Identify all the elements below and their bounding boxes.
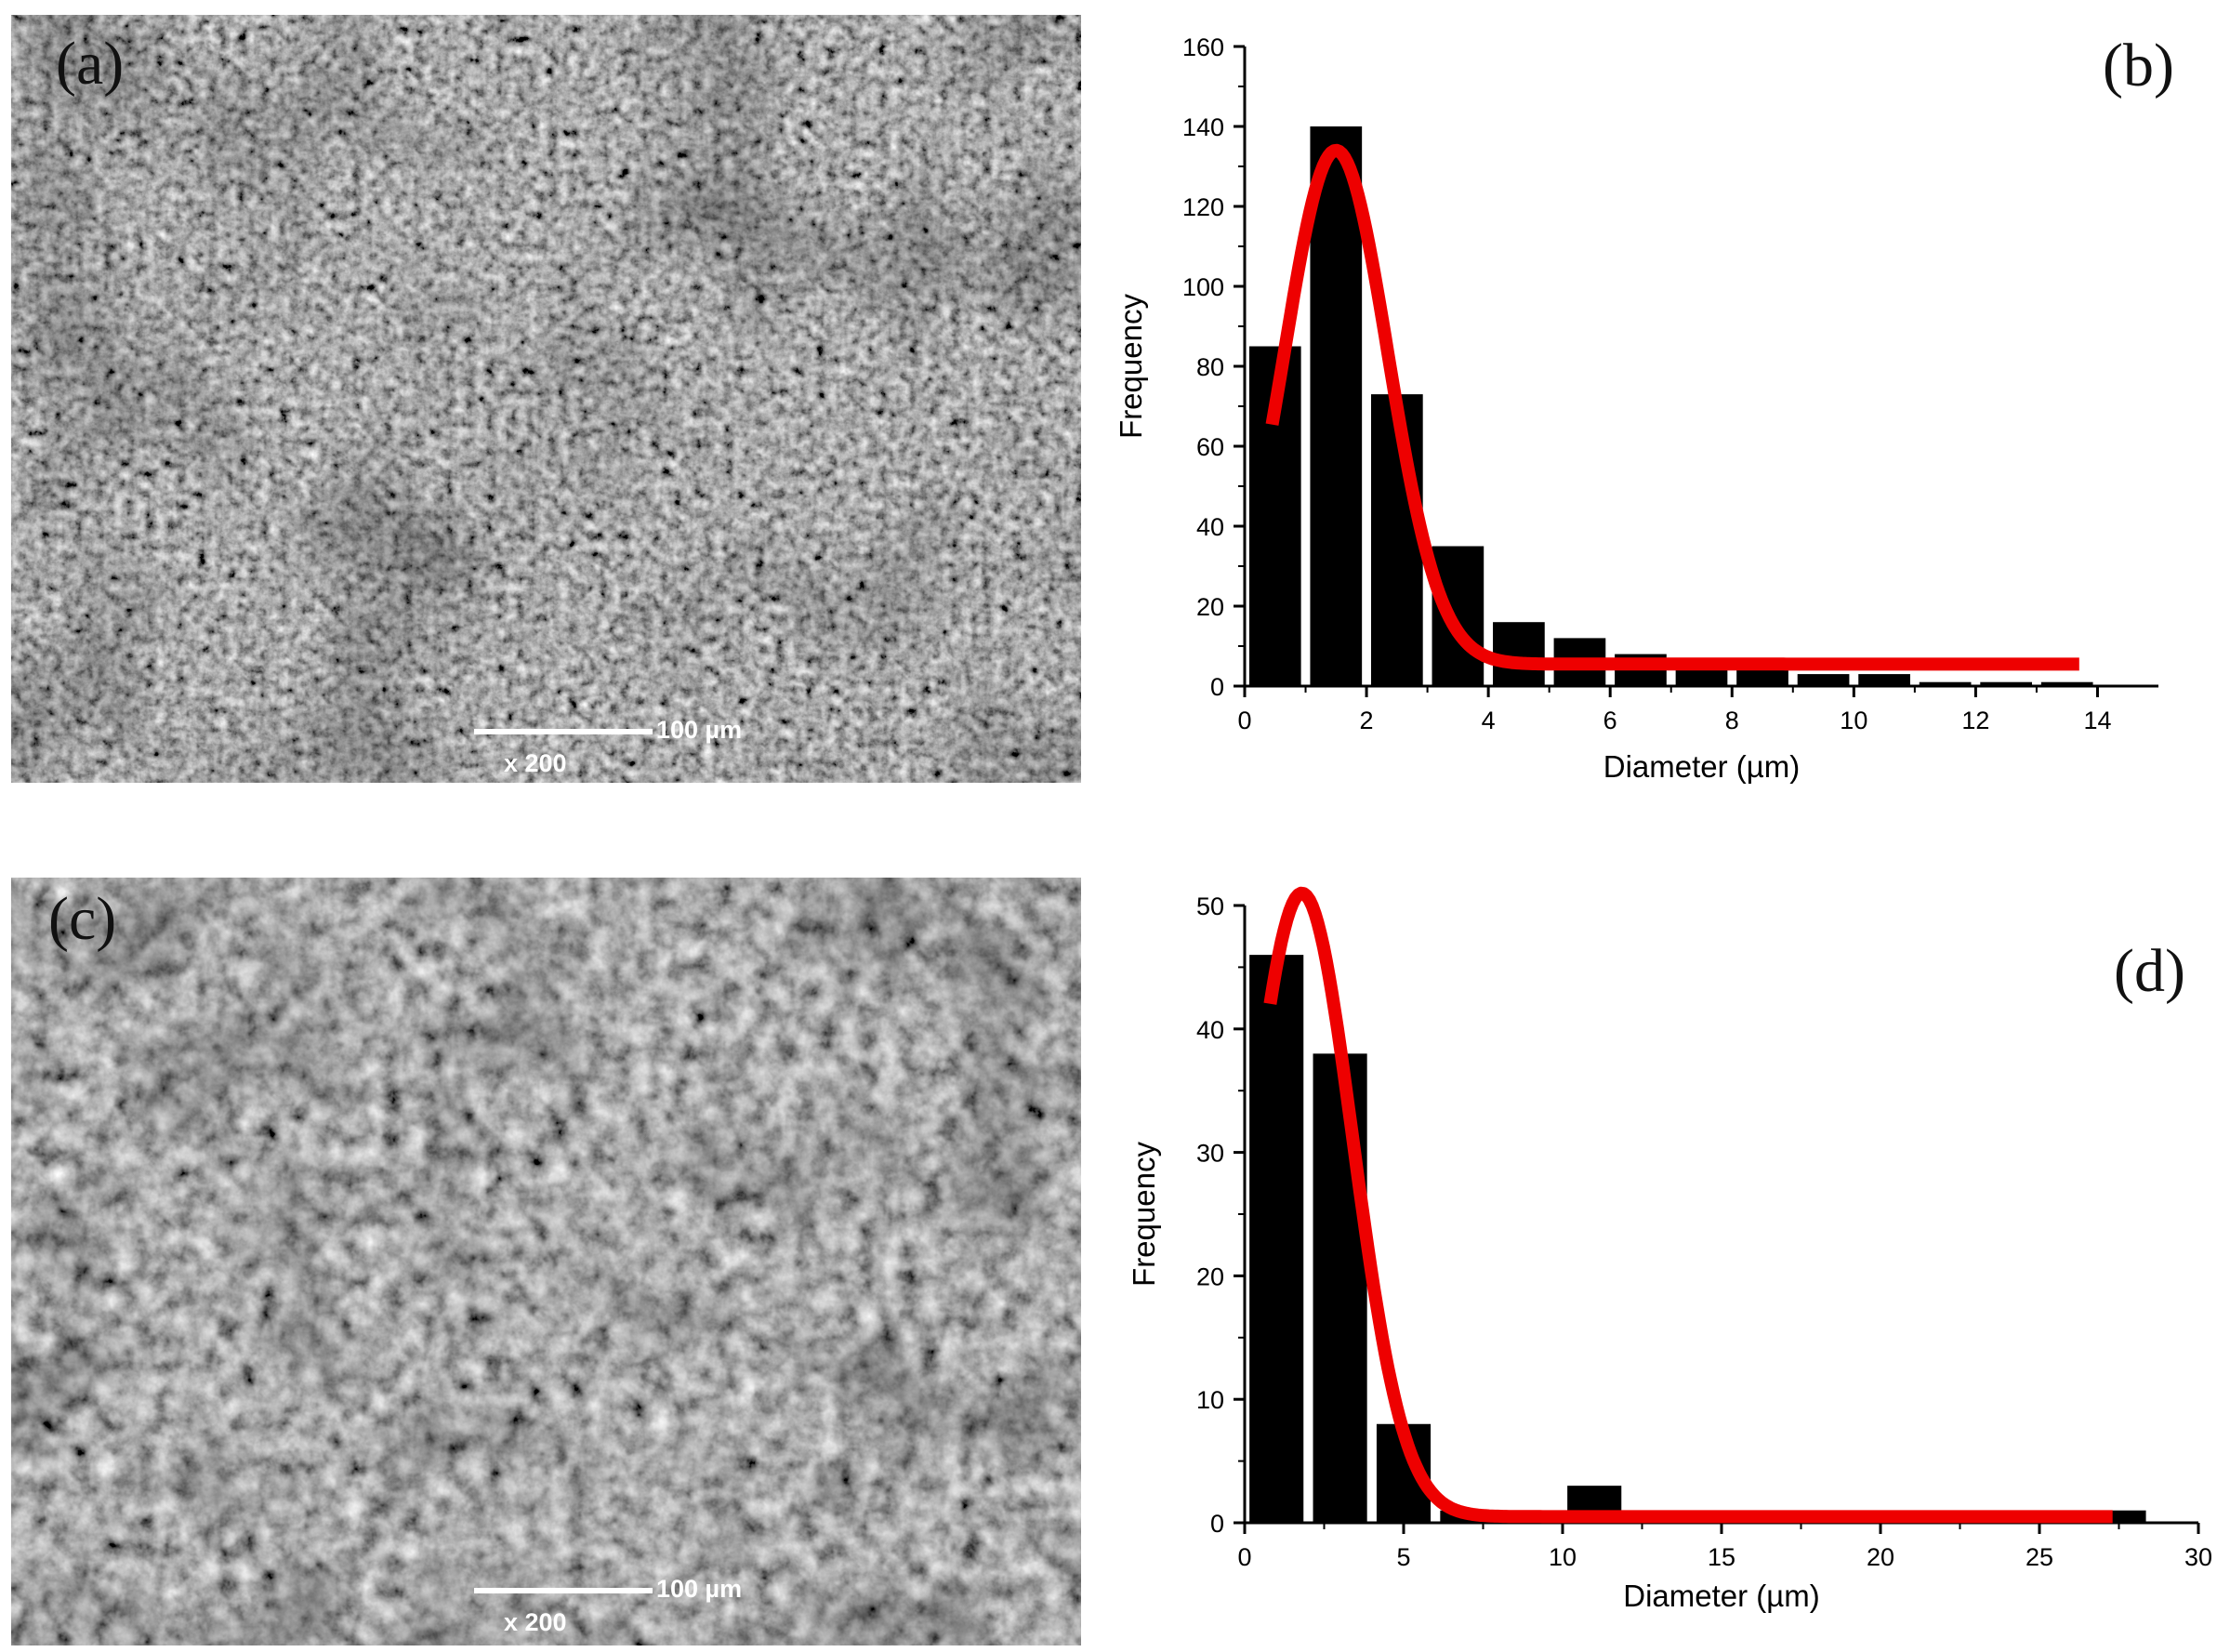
y-tick-label-b: 100 — [1182, 273, 1224, 301]
x-axis-label-b: Diameter (µm) — [1603, 749, 1801, 784]
y-axis-label-d: Frequency — [1127, 1142, 1161, 1287]
y-tick-label-b: 60 — [1196, 433, 1224, 461]
y-tick-label-b: 120 — [1182, 193, 1224, 221]
magnification-label-c: x 200 — [504, 1608, 567, 1636]
bar-b-1 — [1310, 126, 1363, 686]
bar-b-9 — [1797, 674, 1850, 686]
sem-texture-a — [11, 15, 1081, 783]
x-tick-label-b: 14 — [2083, 707, 2111, 734]
fit-curve-b — [1265, 143, 2083, 671]
y-tick-label-d: 50 — [1196, 892, 1224, 920]
bar-b-10 — [1858, 674, 1910, 686]
magnification-label-a: x 200 — [504, 749, 567, 777]
sem-image-c: 100 µm x 200 — [11, 878, 1081, 1645]
y-tick-label-d: 10 — [1196, 1386, 1224, 1414]
x-tick-label-b: 10 — [1840, 707, 1867, 734]
histogram-b: 0 2 4 6 8 10 12 14 0 20 40 60 80 100 120 140 160 Diameter… — [1114, 33, 2158, 784]
x-tick-label-b: 8 — [1725, 707, 1739, 734]
x-tick-label-d: 15 — [1708, 1543, 1735, 1571]
x-tick-label-d: 10 — [1549, 1543, 1577, 1571]
y-tick-label-d: 0 — [1210, 1510, 1224, 1538]
y-tick-label-b: 0 — [1210, 673, 1224, 701]
x-tick-label-d: 25 — [2025, 1543, 2053, 1571]
bar-b-8 — [1736, 666, 1788, 686]
x-tick-label-d: 5 — [1396, 1543, 1410, 1571]
x-tick-label-d: 30 — [2184, 1543, 2212, 1571]
bar-b-13 — [2040, 681, 2093, 686]
panel-label-c: (c) — [48, 885, 117, 953]
bar-b-4 — [1493, 622, 1545, 686]
histogram-d-svg: 0 5 10 15 20 25 30 0 10 20 30 40 50 Diameter (µm) Freq… — [1127, 886, 2212, 1613]
sem-image-a: 100 µm x 200 — [11, 15, 1081, 783]
y-tick-label-d: 20 — [1196, 1262, 1224, 1290]
scale-bar-c — [474, 1588, 653, 1593]
y-axis-label-b: Frequency — [1114, 294, 1148, 439]
scale-bar-label-c: 100 µm — [656, 1575, 743, 1603]
sem-texture-c — [11, 878, 1081, 1645]
y-tick-label-b: 160 — [1182, 33, 1224, 61]
histogram-d: 0 5 10 15 20 25 30 0 10 20 30 40 50 Diameter (µm) Freq… — [0, 827, 2230, 1652]
bar-b-12 — [1980, 681, 2033, 686]
x-axis-label-d: Diameter (µm) — [1623, 1579, 1820, 1613]
scale-bar-a — [474, 729, 653, 734]
y-tick-label-d: 40 — [1196, 1016, 1224, 1044]
y-tick-label-b: 40 — [1196, 513, 1224, 541]
x-tick-label-b: 6 — [1603, 707, 1617, 734]
panel-label-a: (a) — [56, 30, 125, 98]
bar-b-11 — [1919, 681, 1972, 686]
bar-d-1 — [1313, 1053, 1367, 1523]
bar-b-3 — [1432, 546, 1484, 686]
histogram-b-svg: 0 2 4 6 8 10 12 14020406080100120140160Diameter… — [1114, 33, 2158, 784]
x-tick-label-d: 0 — [1237, 1543, 1251, 1571]
scale-bar-label-a: 100 µm — [656, 716, 743, 744]
y-tick-label-b: 140 — [1182, 113, 1224, 141]
x-tick-label-b: 2 — [1360, 707, 1374, 734]
y-tick-label-b: 80 — [1196, 353, 1224, 381]
x-tick-label-b: 12 — [1961, 707, 1989, 734]
panel-label-b: (b) — [2103, 32, 2174, 99]
x-tick-label-d: 20 — [1867, 1543, 1894, 1571]
x-tick-label-b: 4 — [1482, 707, 1496, 734]
y-tick-label-b: 20 — [1196, 593, 1224, 621]
fit-curve-d — [1263, 886, 2117, 1524]
panel-label-d: (d) — [2114, 937, 2185, 1005]
x-tick-label-b: 0 — [1237, 707, 1251, 734]
y-tick-label-d: 30 — [1196, 1140, 1224, 1168]
bar-d-0 — [1249, 955, 1304, 1523]
